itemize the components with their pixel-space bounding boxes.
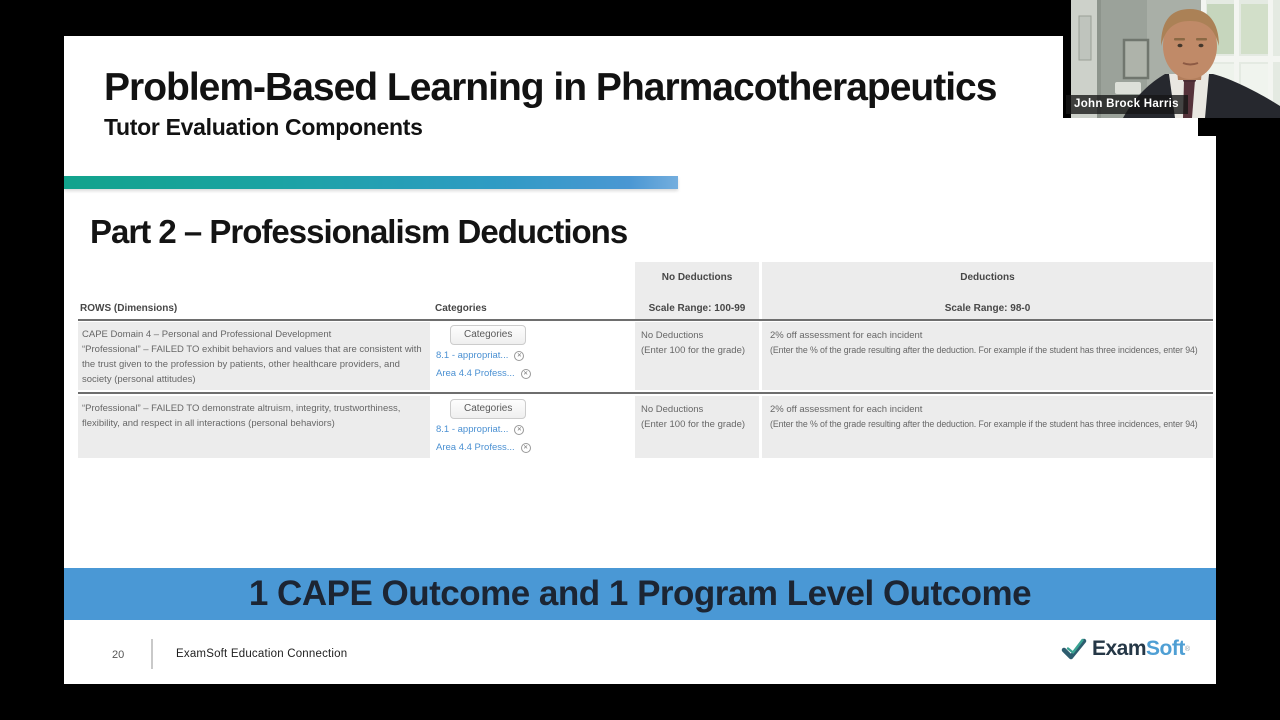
presenter-video bbox=[1071, 0, 1280, 118]
column-header-no-deductions-scale: Scale Range: 100-99 bbox=[648, 303, 746, 314]
remove-category-icon[interactable] bbox=[514, 425, 525, 435]
category-link[interactable]: Area 4.4 Profess... bbox=[436, 368, 515, 379]
table-row: CAPE Domain 4 – Personal and Professiona… bbox=[78, 322, 1213, 390]
dimension-cell: CAPE Domain 4 – Personal and Professiona… bbox=[78, 322, 430, 390]
footer-brand-text: ExamSoft Education Connection bbox=[176, 648, 348, 660]
logo-text-soft: Soft bbox=[1146, 637, 1185, 660]
page-number: 20 bbox=[112, 649, 125, 661]
slide-subtitle: Tutor Evaluation Components bbox=[104, 114, 423, 140]
remove-category-icon[interactable] bbox=[514, 351, 525, 361]
slide-title: Problem-Based Learning in Pharmacotherap… bbox=[104, 66, 997, 109]
deductions-cell: 2% off assessment for each incident (Ent… bbox=[762, 322, 1213, 390]
no-deductions-cell: No Deductions (Enter 100 for the grade) bbox=[635, 396, 759, 458]
dimension-cell: “Professional” – FAILED TO demonstrate a… bbox=[78, 396, 430, 458]
deductions-cell: 2% off assessment for each incident (Ent… bbox=[762, 396, 1213, 458]
categories-cell: Categories 8.1 - appropriat... Area 4.4 … bbox=[430, 396, 635, 458]
outcome-banner-text: 1 CAPE Outcome and 1 Program Level Outco… bbox=[248, 574, 1032, 613]
column-header-rows-dimensions: ROWS (Dimensions) bbox=[80, 303, 178, 314]
video-letterbox bbox=[1198, 118, 1280, 136]
dimension-text: “Professional” – FAILED TO demonstrate a… bbox=[82, 403, 401, 429]
table-row: “Professional” – FAILED TO demonstrate a… bbox=[78, 396, 1213, 458]
dimension-text: “Professional” – FAILED TO exhibit behav… bbox=[82, 344, 422, 385]
logo-text-exam: Exam bbox=[1091, 637, 1147, 660]
column-header-categories: Categories bbox=[435, 303, 487, 314]
column-header-deductions: Deductions bbox=[960, 272, 1015, 283]
accent-gradient-bar bbox=[64, 176, 678, 189]
footer-divider bbox=[151, 639, 153, 669]
outcome-banner: 1 CAPE Outcome and 1 Program Level Outco… bbox=[64, 568, 1216, 620]
webcam-overlay: John Brock Harris bbox=[1063, 0, 1280, 118]
categories-button[interactable]: Categories bbox=[450, 399, 527, 419]
table-divider bbox=[78, 392, 1213, 394]
dimension-text: CAPE Domain 4 – Personal and Professiona… bbox=[82, 329, 332, 340]
categories-cell: Categories 8.1 - appropriat... Area 4.4 … bbox=[430, 322, 635, 390]
no-deductions-header-bg bbox=[635, 262, 759, 319]
examsoft-logo: Exam Soft ® bbox=[1061, 637, 1190, 661]
section-heading: Part 2 – Professionalism Deductions bbox=[90, 213, 628, 250]
trademark-mark: ® bbox=[1184, 645, 1190, 653]
category-link[interactable]: 8.1 - appropriat... bbox=[436, 350, 509, 361]
categories-button[interactable]: Categories bbox=[450, 325, 527, 345]
rubric-table: ROWS (Dimensions) Categories No Deductio… bbox=[78, 262, 1213, 462]
table-divider bbox=[78, 319, 1213, 321]
column-header-no-deductions: No Deductions bbox=[661, 272, 733, 283]
remove-category-icon[interactable] bbox=[520, 443, 531, 453]
deductions-header-bg bbox=[762, 262, 1213, 319]
slide: Problem-Based Learning in Pharmacotherap… bbox=[64, 36, 1216, 684]
column-header-deductions-scale: Scale Range: 98-0 bbox=[944, 303, 1031, 314]
category-link[interactable]: Area 4.4 Profess... bbox=[436, 442, 515, 453]
remove-category-icon[interactable] bbox=[520, 369, 531, 379]
no-deductions-cell: No Deductions (Enter 100 for the grade) bbox=[635, 322, 759, 390]
examsoft-checkmark-icon bbox=[1061, 638, 1087, 660]
presenter-name-label: John Brock Harris bbox=[1066, 95, 1188, 114]
category-link[interactable]: 8.1 - appropriat... bbox=[436, 424, 509, 435]
